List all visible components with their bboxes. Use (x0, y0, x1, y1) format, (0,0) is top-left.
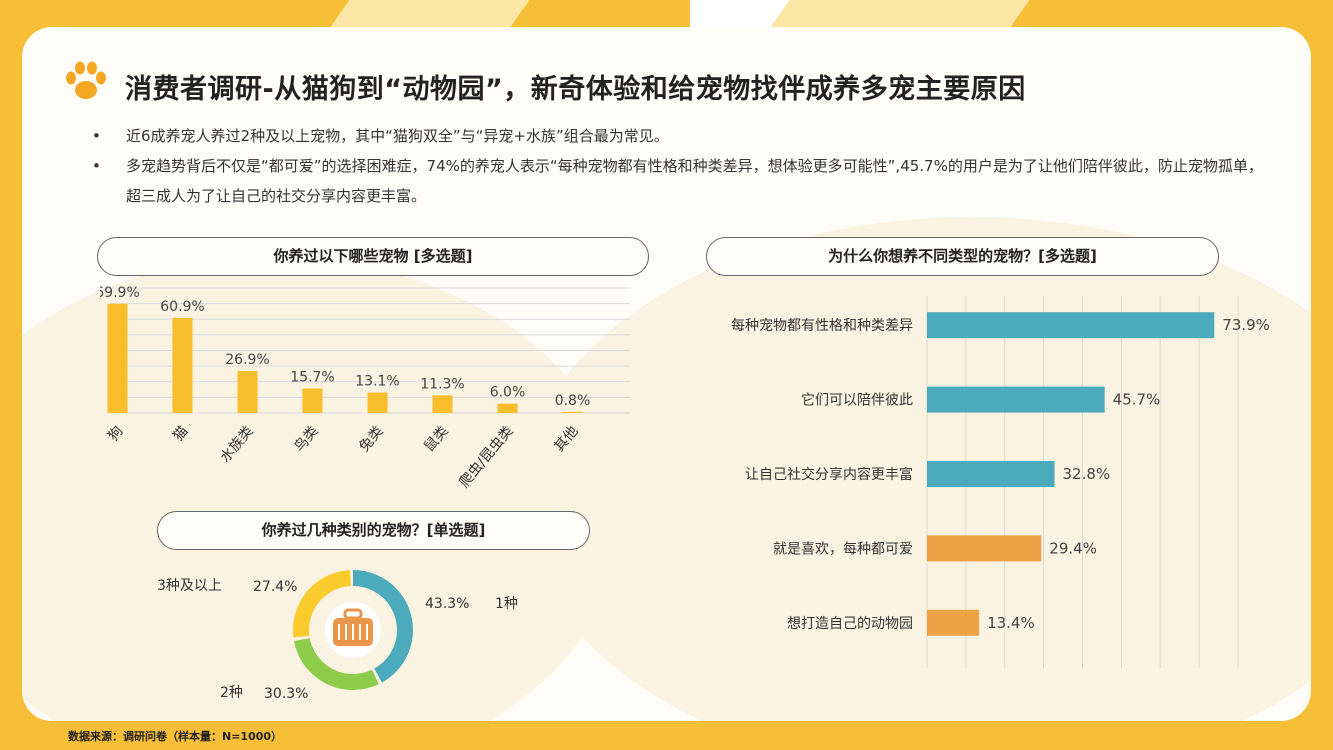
slice-value-label: 43.3% (425, 596, 469, 612)
reasons-bar-chart: 每种宠物都有性格和种类差异 73.9% 它们可以陪伴彼此 45.7% 让自己社交分享内容… (731, 296, 1270, 668)
data-label: 32.8% (1063, 465, 1111, 483)
bg-stripe (770, 0, 1030, 27)
bar-兔类 (367, 392, 388, 413)
bar-鼠类 (432, 395, 453, 413)
chart2-title: 为什么你想养不同类型的宠物？[多选题] (706, 237, 1219, 276)
summary-bullets: 近6成养宠人养过2种及以上宠物，其中“猫狗双全”与“异宠+水族”组合最为常见。 … (92, 121, 1272, 211)
category-label: 猫 (170, 423, 191, 444)
bar-猫 (172, 317, 193, 413)
slice-value-label: 30.3% (264, 686, 308, 702)
paw-icon (66, 61, 106, 99)
category-label: 其他 (551, 423, 581, 455)
donut-slice (293, 570, 413, 690)
page-title: 消费者调研-从猫狗到“动物园”，新奇体验和给宠物找伴成养多宠主要原因 (125, 74, 1026, 105)
data-label: 26.9% (225, 352, 269, 368)
category-label: 鸟类 (291, 423, 321, 455)
bar-鸟类 (302, 388, 323, 413)
chart3-title: 你养过几种类别的宠物？[单选题] (157, 511, 590, 550)
pet-carrier-icon (325, 602, 381, 658)
bar-其他 (562, 411, 583, 413)
data-label: 13.1% (355, 374, 399, 390)
bar-reason (927, 609, 980, 636)
chart1-title: 你养过以下哪些宠物 [多选题] (97, 237, 649, 276)
category-label: 水族类 (217, 423, 256, 465)
category-label: 每种宠物都有性格和种类差异 (731, 318, 913, 334)
donut-slice (293, 570, 413, 690)
data-label: 73.9% (1222, 316, 1270, 334)
category-label: 兔类 (356, 423, 386, 455)
bar-reason (927, 461, 1055, 487)
data-label: 29.4% (1049, 539, 1097, 557)
donut-slice (293, 570, 413, 690)
category-label: 爬虫/昆虫类 (456, 423, 516, 491)
bar-狗 (107, 303, 128, 413)
data-label: 11.3% (420, 376, 464, 392)
bar-reason (927, 535, 1042, 562)
category-label: 狗 (105, 423, 126, 444)
category-label: 它们可以陪伴彼此 (801, 392, 913, 409)
slice-name-label: 2种 (220, 685, 243, 701)
bar-reason (927, 386, 1105, 413)
data-label: 0.8% (555, 393, 591, 409)
category-label: 鼠类 (421, 423, 451, 455)
bg-stripe (330, 0, 530, 27)
bar-水族类 (237, 370, 258, 413)
data-source: 数据来源：调研问卷（样本量：N=1000） (68, 730, 283, 743)
data-label: 60.9% (160, 299, 204, 315)
content-card: 消费者调研-从猫狗到“动物园”，新奇体验和给宠物找伴成养多宠主要原因 近6成养宠… (22, 27, 1311, 721)
slice-name-label: 1种 (495, 596, 518, 612)
category-label: 想打造自己的动物园 (787, 615, 913, 632)
category-label: 让自己社交分享内容更丰富 (745, 466, 913, 483)
data-label: 15.7% (290, 369, 334, 385)
bg-blob (522, 217, 1311, 721)
bullet-1: 近6成养宠人养过2种及以上宠物，其中“猫狗双全”与“异宠+水族”组合最为常见。 (92, 121, 1272, 151)
data-label: 13.4% (987, 614, 1035, 632)
category-label: 就是喜欢，每种都可爱 (773, 541, 913, 557)
bar-reason (927, 312, 1215, 339)
data-label: 6.0% (490, 385, 526, 401)
bar-爬虫/昆虫类 (497, 403, 518, 413)
data-label: 69.9% (100, 285, 140, 301)
slice-value-label: 27.4% (253, 579, 297, 595)
slice-name-label: 3种及以上 (157, 578, 222, 594)
pet-types-bar-chart: 69.9% 狗 60.9% 猫 26.9% 水族类 15.7% 鸟类 13.1% 兔类 11.3% 鼠… (100, 285, 630, 491)
icon-handle (343, 608, 363, 620)
bullet-2: 多宠趋势背后不仅是“都可爱”的选择困难症，74%的养宠人表示“每种宠物都有性格和… (92, 151, 1272, 211)
pet-count-donut-chart: 43.3% 1种 2种 30.3% 3种及以上 27.4% (157, 570, 518, 702)
data-label: 45.7% (1113, 391, 1161, 409)
